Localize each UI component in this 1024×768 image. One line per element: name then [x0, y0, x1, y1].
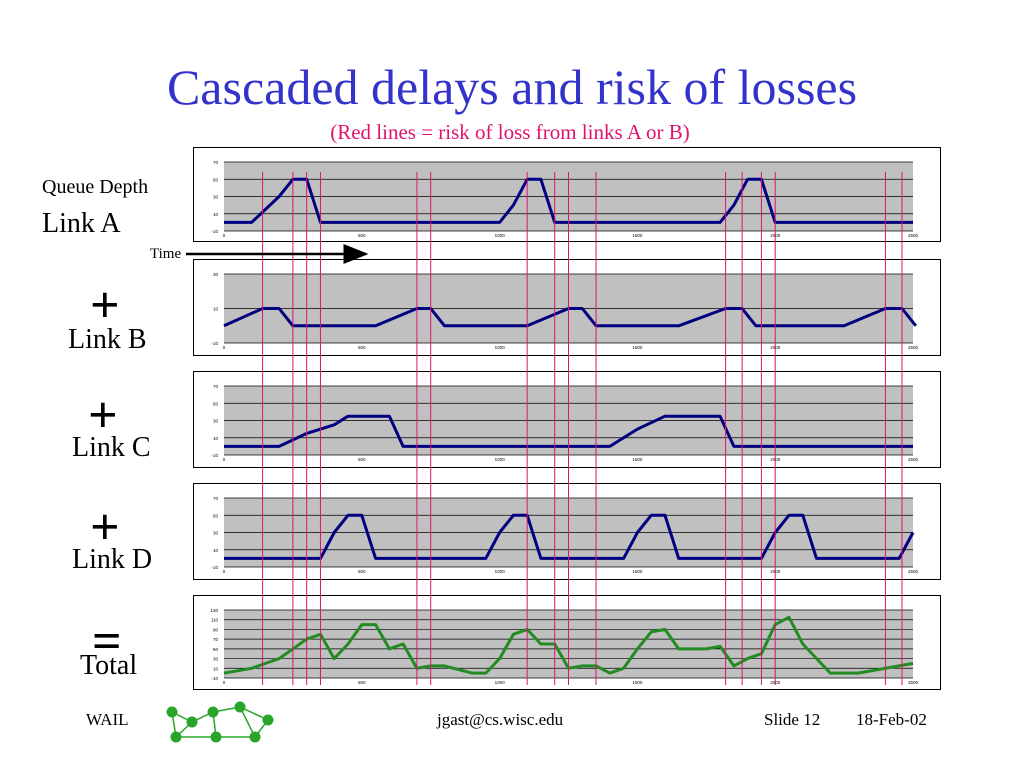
link-d-label: Link D [72, 544, 153, 575]
link-b-label: Link B [68, 324, 147, 355]
chart-frame-link-a [193, 147, 941, 242]
footer-left: WAIL [86, 710, 129, 729]
slide-title: Cascaded delays and risk of losses [166, 59, 858, 115]
equals-sign: = [92, 613, 122, 670]
slide-subtitle: (Red lines = risk of loss from links A o… [330, 120, 690, 144]
plus-sign-2: + [88, 387, 118, 444]
chart-frame-total [193, 595, 941, 690]
link-a-label: Link A [42, 208, 121, 239]
chart-frame-link-d [193, 483, 941, 580]
footer-date: 18-Feb-02 [856, 710, 927, 729]
link-c-label: Link C [72, 432, 151, 463]
footer-slide-number: Slide 12 [764, 710, 821, 729]
footer-email: jgast@cs.wisc.edu [437, 710, 564, 729]
chart-frame-link-c [193, 371, 941, 468]
queue-depth-label: Queue Depth [42, 176, 149, 198]
time-label: Time [150, 246, 182, 262]
chart-frame-link-b [193, 259, 941, 356]
plus-sign-3: + [90, 499, 120, 556]
wail-logo [166, 701, 274, 743]
plus-sign-1: + [90, 277, 120, 334]
total-label: Total [80, 650, 138, 681]
